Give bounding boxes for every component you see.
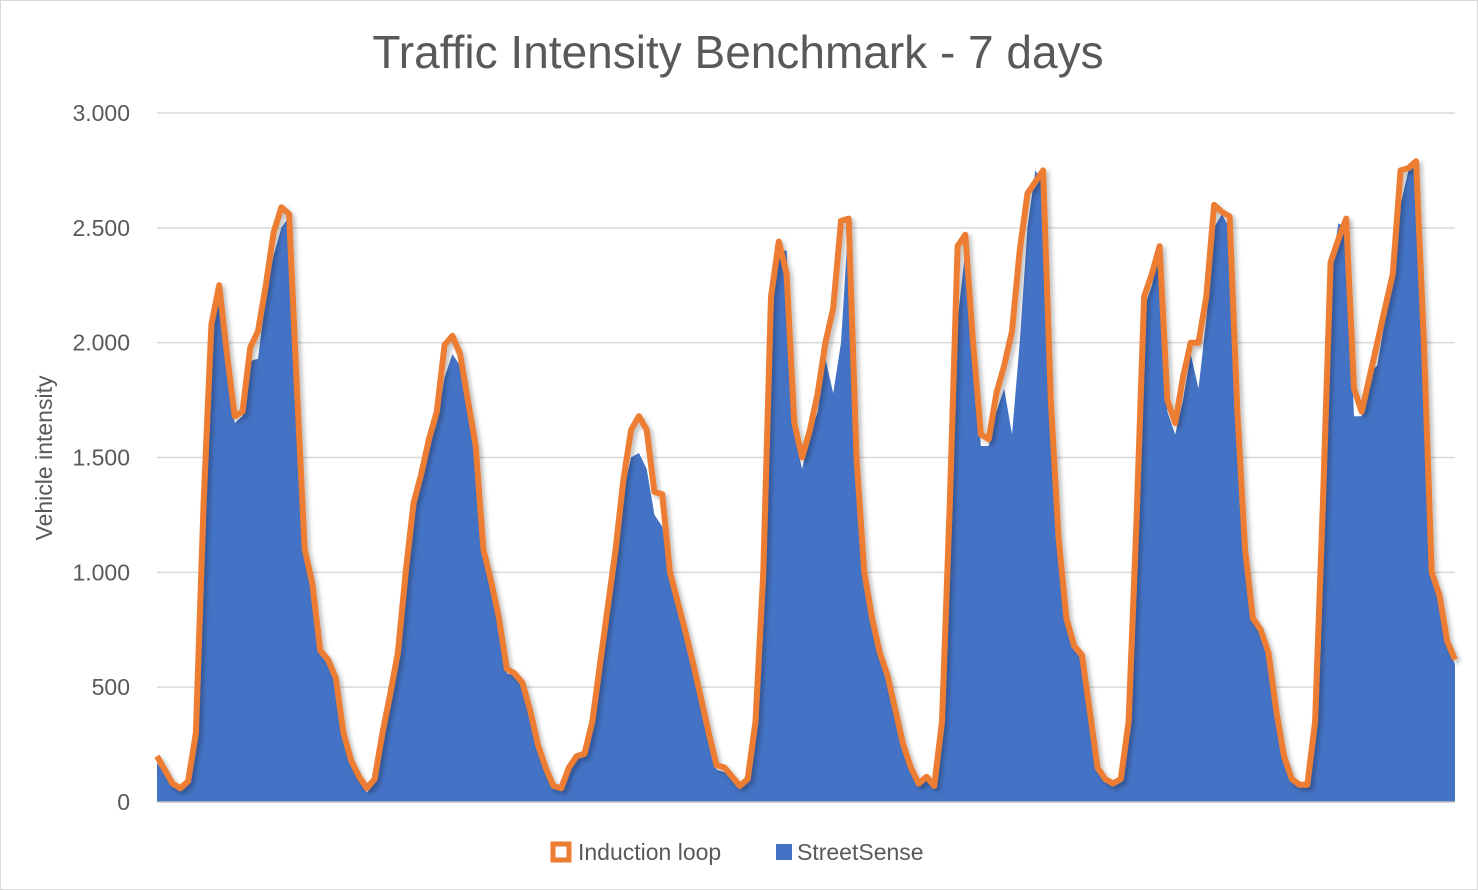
y-tick-label: 1.500 <box>72 445 130 471</box>
y-tick-label: 0 <box>117 789 130 815</box>
y-tick-label: 3.000 <box>72 100 130 126</box>
legend: Induction loop StreetSense <box>550 839 924 865</box>
legend-item-streetsense[interactable]: StreetSense <box>776 839 924 865</box>
legend-item-induction-loop[interactable]: Induction loop <box>550 839 721 865</box>
series-streetsense-area <box>157 163 1455 802</box>
legend-marker-streetsense <box>776 844 792 860</box>
legend-label-streetsense: StreetSense <box>797 839 924 865</box>
legend-marker-induction-loop <box>550 841 572 863</box>
y-tick-label: 2.000 <box>72 330 130 356</box>
y-axis-label: Vehicle intensity <box>31 375 57 540</box>
chart-title: Traffic Intensity Benchmark - 7 days <box>372 26 1103 78</box>
y-tick-label: 2.500 <box>72 215 130 241</box>
legend-label-induction-loop: Induction loop <box>578 839 721 865</box>
series-group <box>154 158 1458 803</box>
y-axis-ticks: 0 500 1.000 1.500 2.000 2.500 3.000 <box>72 100 130 815</box>
y-tick-label: 500 <box>92 674 130 700</box>
y-tick-label: 1.000 <box>72 559 130 585</box>
series-induction-loop-line <box>154 158 1458 792</box>
